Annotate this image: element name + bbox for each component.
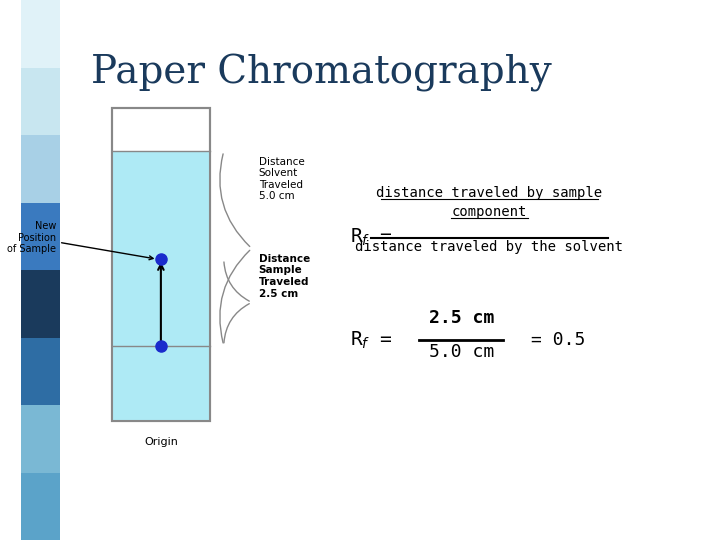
Text: distance traveled by sample: distance traveled by sample — [377, 186, 603, 200]
Text: New
Position
of Sample: New Position of Sample — [7, 221, 153, 260]
Text: Distance
Sample
Traveled
2.5 cm: Distance Sample Traveled 2.5 cm — [258, 254, 310, 299]
Text: 5.0 cm: 5.0 cm — [429, 343, 494, 361]
Text: 2.5 cm: 2.5 cm — [429, 309, 494, 327]
Text: Distance
Solvent
Traveled
5.0 cm: Distance Solvent Traveled 5.0 cm — [258, 157, 305, 201]
FancyBboxPatch shape — [21, 135, 60, 202]
FancyBboxPatch shape — [112, 108, 210, 421]
Text: Paper Chromatography: Paper Chromatography — [91, 54, 552, 92]
FancyBboxPatch shape — [21, 0, 60, 68]
FancyBboxPatch shape — [21, 202, 60, 270]
FancyBboxPatch shape — [21, 405, 60, 472]
Text: R$_f$ =: R$_f$ = — [350, 329, 392, 351]
Text: component: component — [451, 205, 527, 219]
FancyBboxPatch shape — [21, 68, 60, 135]
FancyBboxPatch shape — [21, 338, 60, 405]
FancyBboxPatch shape — [21, 270, 60, 338]
Text: Origin: Origin — [144, 437, 178, 448]
Text: R$_f$ =: R$_f$ = — [350, 227, 392, 248]
Text: distance traveled by the solvent: distance traveled by the solvent — [356, 240, 624, 254]
FancyBboxPatch shape — [21, 472, 60, 540]
FancyBboxPatch shape — [112, 151, 210, 421]
Text: = 0.5: = 0.5 — [531, 331, 585, 349]
